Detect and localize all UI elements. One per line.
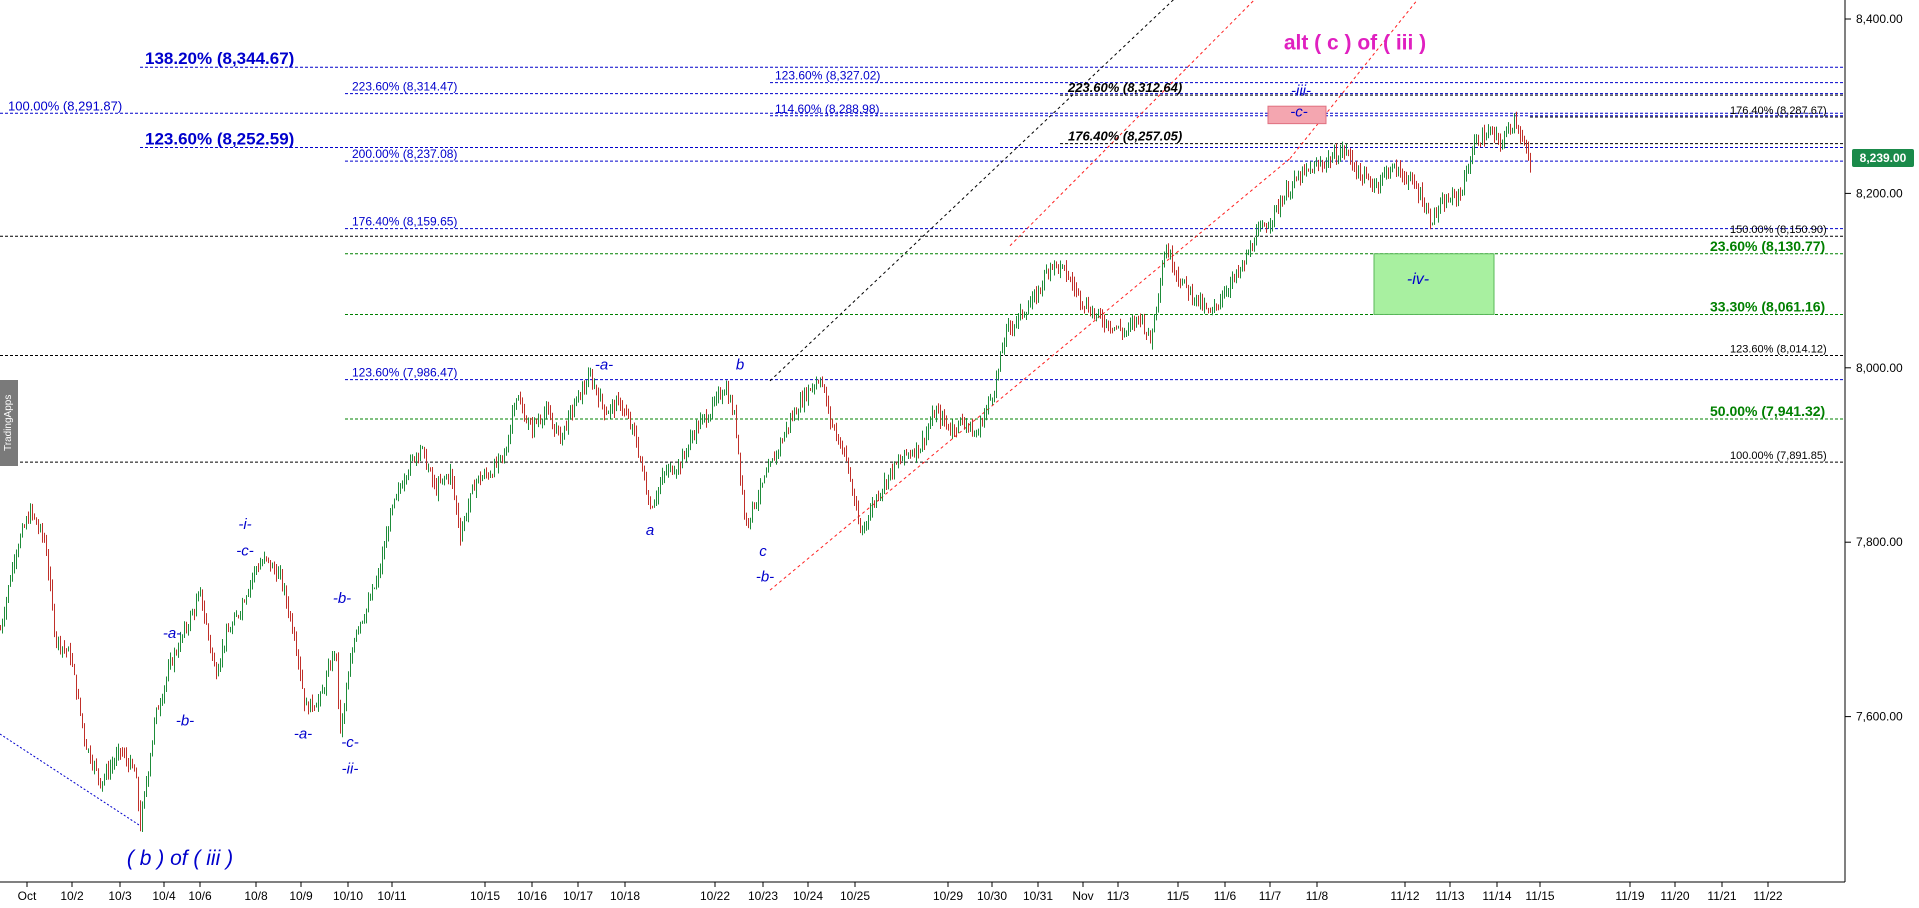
wave-label: -iii- bbox=[1291, 83, 1311, 100]
x-tick-label: 10/9 bbox=[289, 889, 313, 903]
x-tick-label: 10/11 bbox=[377, 889, 406, 903]
channel-line bbox=[1009, 0, 1255, 247]
wave-label: -a- bbox=[294, 725, 312, 742]
wave-label: b bbox=[736, 357, 744, 374]
x-axis-ticks: Oct 10/2 10/3 10/4 10/6 10/8 10/9 10/10 10/11 10/… bbox=[18, 882, 1783, 903]
alt-wave-label: alt ( c ) of ( iii ) bbox=[1284, 32, 1426, 55]
fib-level-label: 114.60% (8,288.98) bbox=[775, 102, 880, 116]
wave-label: -i- bbox=[238, 516, 251, 533]
x-tick-label: 10/10 bbox=[333, 889, 363, 903]
fib-level-label: 223.60% (8,314.47) bbox=[352, 80, 457, 94]
wave-label: -c- bbox=[1290, 104, 1308, 121]
wave-label: ( b ) of ( iii ) bbox=[127, 847, 233, 870]
wave-label: c bbox=[759, 543, 767, 560]
tradingapps-watermark: TradingApps bbox=[0, 380, 18, 466]
wave-label: a bbox=[646, 522, 654, 539]
wave-label: -a- bbox=[595, 357, 613, 374]
x-tick-label: 11/21 bbox=[1707, 889, 1736, 903]
x-tick-label: 10/31 bbox=[1023, 889, 1053, 903]
wave-label: -c- bbox=[236, 542, 254, 559]
fib-level-label: 123.60% (8,252.59) bbox=[145, 130, 294, 149]
x-tick-label: 10/22 bbox=[700, 889, 730, 903]
fib-level-label: 23.60% (8,130.77) bbox=[1710, 238, 1825, 254]
wave-label: -b- bbox=[756, 568, 774, 585]
channel-line bbox=[769, 0, 1174, 382]
fib-level-label: 100.00% (8,291.87) bbox=[8, 98, 122, 113]
x-tick-label: 10/25 bbox=[840, 889, 870, 903]
x-tick-label: 10/17 bbox=[563, 889, 593, 903]
x-tick-label: 10/2 bbox=[60, 889, 84, 903]
fib-level-label: 100.00% (7,891.85) bbox=[1730, 450, 1827, 462]
x-tick-label: 10/30 bbox=[977, 889, 1007, 903]
x-tick-label: 11/3 bbox=[1107, 889, 1130, 903]
fib-level-label: 176.40% (8,287.67) bbox=[1730, 105, 1827, 117]
channel-line bbox=[1289, 0, 1418, 159]
fib-level-label: 200.00% (8,237.08) bbox=[352, 147, 457, 161]
price-candles bbox=[0, 111, 1531, 832]
fib-level-label: 50.00% (7,941.32) bbox=[1710, 403, 1825, 419]
x-tick-label: 11/13 bbox=[1435, 889, 1464, 903]
y-tick-label: 7,600.00 bbox=[1856, 710, 1903, 724]
y-axis-ticks: 7,600.00 7,800.00 8,000.00 8,200.00 8,400.00 bbox=[1845, 12, 1903, 724]
x-tick-label: 10/8 bbox=[244, 889, 268, 903]
fib-level-label: 123.60% (8,327.02) bbox=[775, 69, 880, 83]
fib-level-label: 33.30% (8,061.16) bbox=[1710, 298, 1825, 314]
fib-level-label: 176.40% (8,159.65) bbox=[352, 215, 457, 229]
x-tick-label: 11/19 bbox=[1615, 889, 1644, 903]
x-tick-label: 10/4 bbox=[152, 889, 176, 903]
x-tick-label: 10/6 bbox=[188, 889, 212, 903]
wave-label: -b- bbox=[176, 712, 194, 729]
fib-level-label: 150.00% (8,150.90) bbox=[1730, 224, 1827, 236]
chart-axes bbox=[0, 0, 1846, 883]
wave-label: -b- bbox=[333, 590, 351, 607]
y-tick-label: 8,400.00 bbox=[1856, 12, 1903, 26]
x-tick-label: 10/24 bbox=[793, 889, 823, 903]
x-tick-label: 11/14 bbox=[1482, 889, 1511, 903]
wave-label: -a- bbox=[163, 625, 181, 642]
wave-iv-target-zone bbox=[1373, 253, 1495, 315]
x-tick-label: 11/12 bbox=[1390, 889, 1419, 903]
x-tick-label: 10/3 bbox=[108, 889, 132, 903]
x-tick-label: 11/7 bbox=[1259, 889, 1282, 903]
x-tick-label: 11/6 bbox=[1214, 889, 1237, 903]
fib-level-label: 123.60% (8,014.12) bbox=[1730, 343, 1827, 355]
wave-label: -iv- bbox=[1407, 271, 1429, 288]
trend-channels bbox=[0, 0, 1418, 827]
fib-level-label: 176.40% (8,257.05) bbox=[1068, 129, 1182, 144]
fibonacci-level-labels: 138.20% (8,344.67) 123.60% (8,327.02) 223.… bbox=[8, 49, 1827, 462]
x-tick-label: Nov bbox=[1072, 889, 1093, 903]
elliott-wave-labels: ( b ) of ( iii ) -a- -b- -i- -c- -a- -b- -c- -ii… bbox=[127, 32, 1429, 870]
x-tick-label: Oct bbox=[18, 889, 37, 903]
wave-label: -ii- bbox=[342, 760, 359, 777]
last-price-tag: 8,239.00 bbox=[1852, 149, 1914, 167]
channel-line bbox=[769, 158, 1291, 591]
x-tick-label: 11/15 bbox=[1525, 889, 1554, 903]
y-tick-label: 8,200.00 bbox=[1856, 186, 1903, 200]
fib-level-label: 123.60% (7,986.47) bbox=[352, 366, 457, 380]
target-zones bbox=[1267, 105, 1495, 315]
x-tick-label: 10/29 bbox=[933, 889, 963, 903]
x-tick-label: 10/16 bbox=[517, 889, 547, 903]
fib-level-label: 223.60% (8,312.64) bbox=[1067, 80, 1182, 95]
x-tick-label: 10/18 bbox=[610, 889, 640, 903]
y-tick-label: 7,800.00 bbox=[1856, 535, 1903, 549]
x-tick-label: 10/23 bbox=[748, 889, 778, 903]
x-tick-label: 11/22 bbox=[1753, 889, 1782, 903]
fib-level-label: 138.20% (8,344.67) bbox=[145, 49, 294, 68]
x-tick-label: 11/20 bbox=[1660, 889, 1689, 903]
x-tick-label: 11/8 bbox=[1306, 889, 1329, 903]
y-tick-label: 8,000.00 bbox=[1856, 361, 1903, 375]
resistance-zone bbox=[1267, 105, 1327, 125]
x-tick-label: 10/15 bbox=[470, 889, 500, 903]
wave-label: -c- bbox=[341, 734, 359, 751]
x-tick-label: 11/5 bbox=[1167, 889, 1190, 903]
